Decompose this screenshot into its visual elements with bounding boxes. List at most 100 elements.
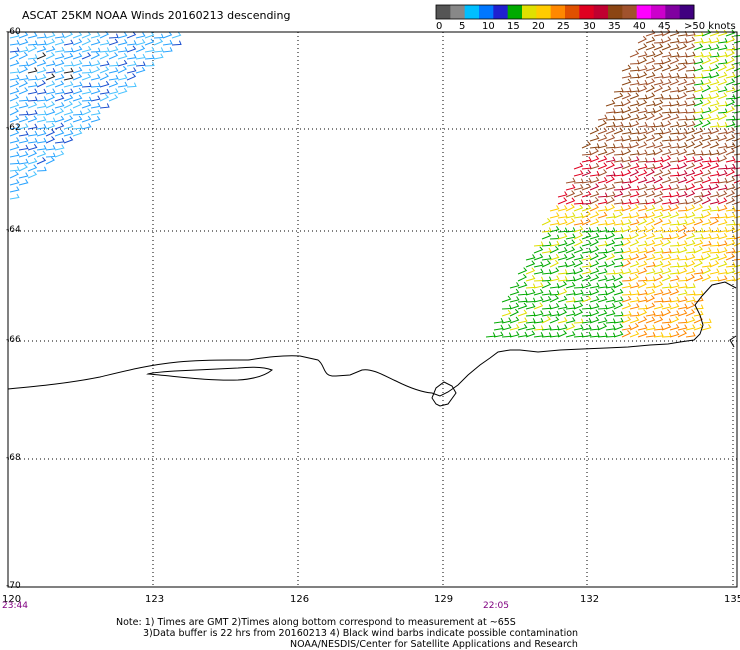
wind-barb xyxy=(661,148,672,156)
map-title: ASCAT 25KM NOAA Winds 20160213 descendin… xyxy=(22,9,291,22)
wind-barb xyxy=(27,32,38,39)
wind-barb xyxy=(661,136,672,142)
wind-barb xyxy=(629,156,640,163)
wind-barb xyxy=(717,142,728,149)
wind-barb xyxy=(669,78,680,86)
wind-barb xyxy=(653,332,664,338)
wind-barb xyxy=(18,144,29,151)
wind-barb xyxy=(99,80,110,88)
wind-barb xyxy=(661,192,672,198)
wind-barb xyxy=(653,72,664,79)
wind-barb xyxy=(613,135,624,142)
wind-barb xyxy=(669,233,680,240)
wind-barb xyxy=(533,276,544,282)
wind-barb xyxy=(153,33,164,39)
wind-barb xyxy=(637,267,648,275)
wind-barb xyxy=(621,156,632,163)
wind-barb xyxy=(629,225,640,233)
wind-barb xyxy=(565,190,576,198)
wind-barb xyxy=(701,157,712,163)
wind-barb xyxy=(597,148,608,156)
wind-barb xyxy=(725,115,736,121)
wind-barb xyxy=(709,64,720,72)
wind-barb xyxy=(621,316,632,324)
colorbar-label: 0 xyxy=(436,21,443,32)
wind-barb xyxy=(589,183,600,191)
wind-barb xyxy=(9,68,20,74)
wind-barb xyxy=(645,225,656,233)
wind-barb xyxy=(549,294,559,303)
wind-barb xyxy=(605,121,616,128)
wind-barb xyxy=(541,281,552,289)
wind-barb xyxy=(525,330,536,338)
wind-barb xyxy=(99,52,110,60)
wind-barb xyxy=(669,296,680,303)
wind-barb xyxy=(645,310,656,317)
wind-barb xyxy=(709,149,720,156)
wind-barb xyxy=(589,309,600,317)
wind-barb xyxy=(18,46,29,53)
wind-barb xyxy=(597,219,608,226)
wind-barb xyxy=(701,72,712,79)
wind-barb xyxy=(581,304,592,310)
wind-barb xyxy=(709,100,720,107)
wind-barb xyxy=(597,323,608,331)
lat-label: -70 xyxy=(6,581,21,591)
wind-barb xyxy=(9,159,20,165)
wind-barb xyxy=(549,205,560,212)
wind-barb xyxy=(693,86,704,93)
lat-label: -64 xyxy=(6,225,21,235)
wind-barb xyxy=(653,50,664,58)
wind-barb xyxy=(18,87,29,95)
wind-barb xyxy=(669,288,680,296)
wind-barb xyxy=(685,316,696,324)
wind-barb xyxy=(637,43,648,51)
lon-label: 120 xyxy=(2,594,22,605)
wind-barb xyxy=(693,245,703,254)
wind-barb xyxy=(685,66,696,72)
wind-barb xyxy=(597,134,608,142)
wind-barb xyxy=(717,112,727,121)
wind-barb xyxy=(63,88,74,95)
wind-barb xyxy=(645,84,655,93)
wind-barb xyxy=(81,115,92,123)
wind-barb xyxy=(645,127,656,135)
wind-barb xyxy=(717,190,728,198)
wind-barb xyxy=(589,260,600,268)
wind-barb xyxy=(63,94,74,102)
wind-barb xyxy=(525,254,536,261)
wind-barb xyxy=(605,303,616,310)
wind-barb xyxy=(54,80,65,88)
wind-barb xyxy=(485,332,496,338)
wind-barb xyxy=(637,232,648,240)
wind-barb xyxy=(661,248,672,254)
wind-barb xyxy=(581,156,592,163)
wind-barb xyxy=(701,37,712,44)
wind-barb xyxy=(597,119,607,128)
wind-barb xyxy=(9,32,20,39)
wind-barb xyxy=(669,275,680,282)
wind-barb xyxy=(573,332,584,338)
colorbar-swatch xyxy=(450,5,466,19)
wind-barb xyxy=(661,309,672,317)
wind-barb xyxy=(517,267,528,275)
wind-barb xyxy=(565,227,576,233)
wind-barb xyxy=(701,176,712,184)
wind-barb xyxy=(709,122,720,128)
wind-barb xyxy=(126,31,137,39)
wind-barb xyxy=(677,170,688,177)
wind-barb xyxy=(685,127,696,135)
wind-barb xyxy=(685,134,696,142)
wind-barb xyxy=(693,114,704,121)
wind-barb xyxy=(517,281,528,289)
wind-barb xyxy=(685,211,696,219)
wind-barb xyxy=(9,129,20,137)
wind-barb xyxy=(18,115,29,123)
wind-barb xyxy=(677,255,688,261)
wind-barb xyxy=(18,130,29,137)
wind-barb xyxy=(45,67,56,74)
wind-barb xyxy=(637,199,648,205)
wind-barb xyxy=(589,226,600,233)
wind-barb xyxy=(653,133,663,142)
wind-barb xyxy=(685,51,696,58)
